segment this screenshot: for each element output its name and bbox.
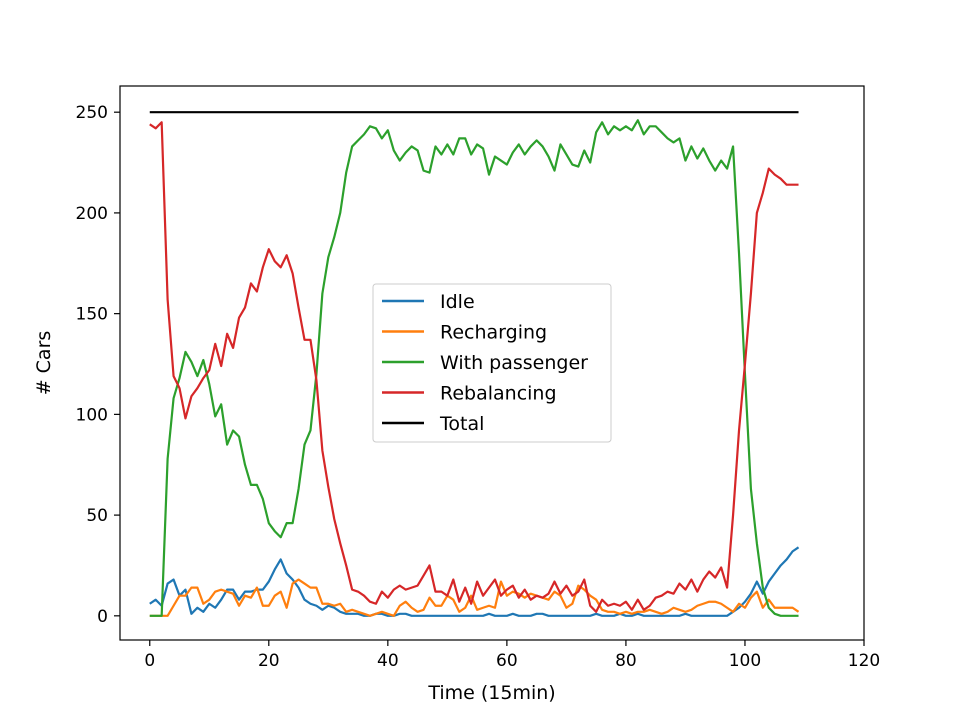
legend-label-total: Total (439, 413, 484, 435)
y-tick-label: 100 (76, 405, 108, 425)
y-tick-label: 0 (97, 607, 108, 627)
x-tick-label: 40 (377, 651, 399, 671)
y-tick-label: 200 (76, 204, 108, 224)
y-tick-label: 50 (86, 506, 108, 526)
x-tick-label: 60 (496, 651, 518, 671)
y-axis: 0 50 100 150 200 250 (76, 103, 120, 627)
legend-label-idle: Idle (440, 291, 475, 313)
x-axis: 0 20 40 60 80 100 120 (144, 640, 880, 671)
y-tick-label: 150 (76, 305, 108, 325)
series-line-with-passenger (149, 119, 799, 617)
series-line-rebalancing (149, 121, 799, 613)
x-tick-label: 80 (615, 651, 637, 671)
legend-label-recharging: Recharging (440, 322, 547, 344)
legend-box (372, 283, 612, 443)
x-axis-label: Time (15min) (427, 682, 555, 704)
legend: Idle Recharging With passenger Rebalancing T… (372, 283, 612, 443)
series-line-recharging (149, 578, 800, 617)
plot-lines (149, 111, 800, 617)
legend-label-with-passenger: With passenger (440, 352, 588, 374)
legend-label-rebalancing: Rebalancing (440, 383, 557, 405)
plot-area-frame (119, 85, 865, 641)
y-tick-label: 250 (76, 103, 108, 123)
x-tick-label: 100 (729, 651, 761, 671)
x-tick-label: 0 (144, 651, 155, 671)
y-axis-label: # Cars (33, 331, 55, 396)
x-tick-label: 120 (848, 651, 880, 671)
x-tick-label: 20 (258, 651, 280, 671)
